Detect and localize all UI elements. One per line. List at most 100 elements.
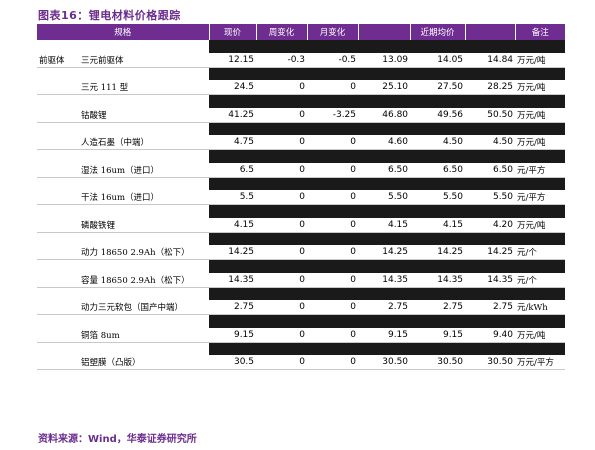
spec-cell: 钴酸锂 xyxy=(79,107,210,123)
spacer-cell xyxy=(410,94,466,108)
avg-3-cell: 2.75 xyxy=(465,300,516,315)
table-row: 磷酸铁锂 4.15 0 0 4.15 4.15 4.20 万元/吨 xyxy=(37,217,565,233)
spacer-cell xyxy=(307,67,359,80)
spacer-cell xyxy=(465,232,516,245)
week-change-cell: 0 xyxy=(256,272,308,288)
spacer-cell xyxy=(256,122,308,135)
table-row: 三元 111 型 24.5 0 0 25.10 27.50 28.25 万元/吨 xyxy=(37,80,565,95)
spacer-cell xyxy=(307,40,359,53)
unit-cell: 元/平方 xyxy=(515,190,565,205)
spacer-cell xyxy=(358,287,411,300)
avg-2-cell: 14.05 xyxy=(410,52,466,68)
spacer-cell xyxy=(256,287,308,300)
spacer-cell xyxy=(307,177,359,190)
spacer-row xyxy=(37,342,565,355)
spacer-cell xyxy=(358,232,411,245)
spacer-cell xyxy=(358,40,411,53)
spacer-cell xyxy=(465,40,516,53)
month-change-cell: 0 xyxy=(307,80,359,95)
spec-cell: 湿法 16um（进口） xyxy=(79,162,210,178)
month-change-cell: 0 xyxy=(307,245,359,260)
spacer-cell xyxy=(79,94,210,108)
category-cell xyxy=(37,190,79,205)
category-cell xyxy=(37,135,79,150)
spacer-cell xyxy=(515,259,565,273)
price-cell: 41.25 xyxy=(209,107,257,123)
week-change-cell: 0 xyxy=(256,245,308,260)
spacer-cell xyxy=(37,314,79,328)
spacer-row xyxy=(37,122,565,135)
spec-cell: 磷酸铁锂 xyxy=(79,217,210,233)
spacer-cell xyxy=(256,94,308,108)
month-change-cell: 0 xyxy=(307,217,359,233)
avg-2-cell: 6.50 xyxy=(410,162,466,178)
spacer-cell xyxy=(410,204,466,218)
price-cell: 12.15 xyxy=(209,52,257,68)
spacer-cell xyxy=(209,314,257,328)
week-change-cell: 0 xyxy=(256,162,308,178)
header-avg-3 xyxy=(465,24,516,40)
avg-3-cell: 14.84 xyxy=(465,52,516,68)
spacer-row xyxy=(37,232,565,245)
spacer-cell xyxy=(256,342,308,355)
header-note: 备注 xyxy=(515,24,565,40)
header-month-change: 月变化 xyxy=(307,24,359,40)
spacer-cell xyxy=(307,149,359,163)
week-change-cell: 0 xyxy=(256,300,308,315)
spacer-cell xyxy=(79,40,210,53)
spacer-cell xyxy=(209,94,257,108)
header-avg-1 xyxy=(358,24,411,40)
spec-cell: 三元前驱体 xyxy=(79,52,210,68)
spacer-cell xyxy=(209,122,257,135)
unit-cell: 万元/吨 xyxy=(515,52,565,68)
spacer-cell xyxy=(358,149,411,163)
month-change-cell: 0 xyxy=(307,135,359,150)
spacer-row xyxy=(37,287,565,300)
category-cell xyxy=(37,245,79,260)
week-change-cell: -0.3 xyxy=(256,52,308,68)
spacer-cell xyxy=(358,314,411,328)
spacer-cell xyxy=(79,67,210,80)
avg-2-cell: 49.56 xyxy=(410,107,466,123)
spacer-cell xyxy=(307,94,359,108)
avg-1-cell: 14.35 xyxy=(358,272,411,288)
table-row: 人造石墨（中端） 4.75 0 0 4.60 4.50 4.50 万元/吨 xyxy=(37,135,565,150)
avg-3-cell: 28.25 xyxy=(465,80,516,95)
spacer-cell xyxy=(307,232,359,245)
spacer-cell xyxy=(410,259,466,273)
spacer-cell xyxy=(256,40,308,53)
spacer-cell xyxy=(410,342,466,355)
month-change-cell: -3.25 xyxy=(307,107,359,123)
avg-1-cell: 46.80 xyxy=(358,107,411,123)
spacer-cell xyxy=(209,259,257,273)
category-cell xyxy=(37,107,79,123)
price-cell: 24.5 xyxy=(209,80,257,95)
category-cell xyxy=(37,355,79,370)
avg-2-cell: 2.75 xyxy=(410,300,466,315)
unit-cell: 元/平方 xyxy=(515,162,565,178)
spacer-cell xyxy=(465,94,516,108)
header-price: 现价 xyxy=(209,24,257,40)
spacer-cell xyxy=(256,204,308,218)
category-cell xyxy=(37,300,79,315)
spacer-cell xyxy=(209,287,257,300)
table-row: 铜箔 8um 9.15 0 0 9.15 9.15 9.40 万元/吨 xyxy=(37,327,565,343)
avg-2-cell: 5.50 xyxy=(410,190,466,205)
unit-cell: 万元/吨 xyxy=(515,80,565,95)
month-change-cell: 0 xyxy=(307,272,359,288)
avg-1-cell: 2.75 xyxy=(358,300,411,315)
spacer-cell xyxy=(37,259,79,273)
unit-cell: 万元/吨 xyxy=(515,135,565,150)
spacer-row xyxy=(37,40,565,53)
avg-2-cell: 30.50 xyxy=(410,355,466,370)
spacer-cell xyxy=(358,342,411,355)
avg-3-cell: 5.50 xyxy=(465,190,516,205)
week-change-cell: 0 xyxy=(256,190,308,205)
spacer-row xyxy=(37,149,565,163)
avg-1-cell: 30.50 xyxy=(358,355,411,370)
spacer-cell xyxy=(515,122,565,135)
avg-3-cell: 14.25 xyxy=(465,245,516,260)
avg-2-cell: 4.15 xyxy=(410,217,466,233)
week-change-cell: 0 xyxy=(256,217,308,233)
header-avg: 近期均价 xyxy=(410,24,466,40)
